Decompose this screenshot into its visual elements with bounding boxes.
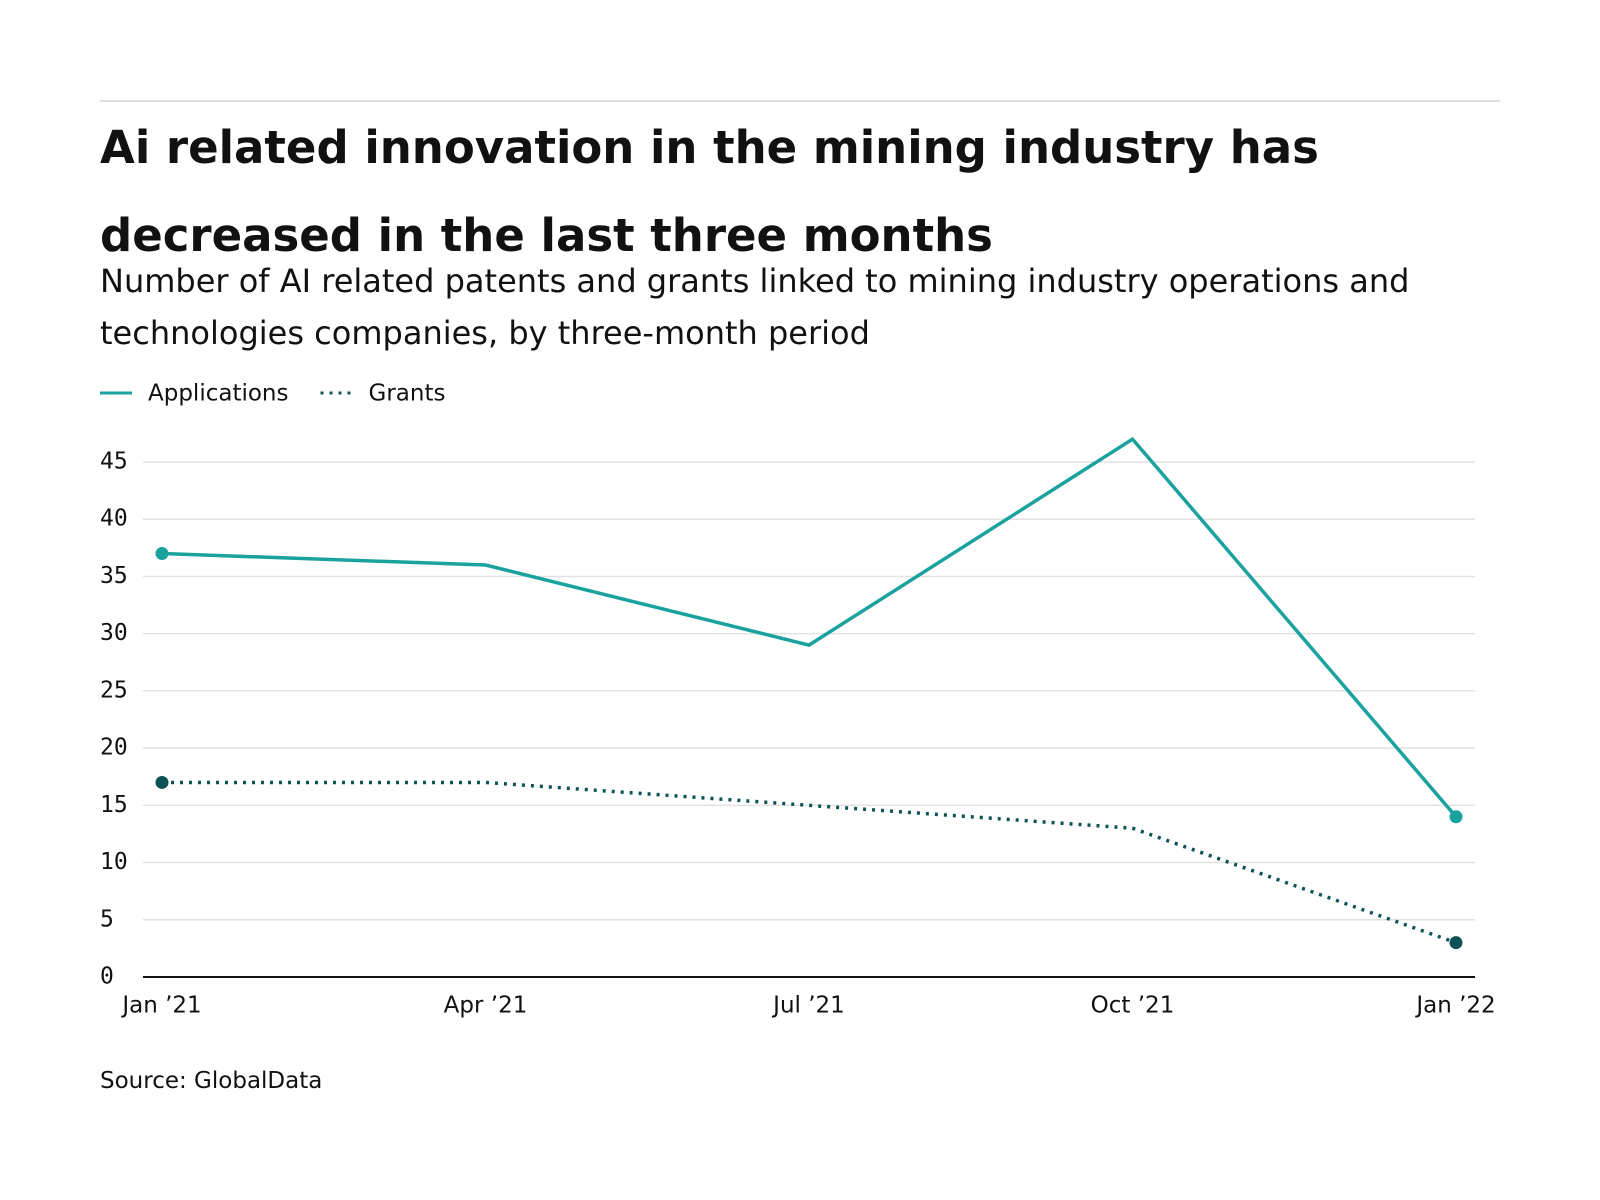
y-tick-label: 45 [100, 449, 128, 475]
end-marker [156, 776, 169, 789]
legend-label: Applications [148, 381, 289, 407]
y-tick-label: 20 [100, 735, 128, 761]
legend-label: Grants [369, 381, 446, 407]
y-tick-label: 40 [100, 506, 128, 532]
y-tick-label: 30 [100, 620, 128, 646]
y-tick-label: 25 [100, 677, 128, 703]
x-tick-label: Jan ’21 [120, 993, 201, 1019]
end-marker [156, 547, 169, 560]
y-tick-label: 0 [100, 964, 114, 990]
source-note: Source: GlobalData [100, 1068, 322, 1094]
y-tick-label: 10 [100, 849, 128, 875]
x-tick-label: Jan ’22 [1414, 993, 1495, 1019]
end-marker [1450, 936, 1463, 949]
y-tick-label: 15 [100, 792, 128, 818]
y-tick-label: 35 [100, 563, 128, 589]
x-tick-label: Apr ’21 [444, 993, 528, 1019]
end-marker [1450, 810, 1463, 823]
y-tick-label: 5 [100, 906, 114, 932]
series-line [162, 439, 1456, 817]
x-tick-label: Oct ’21 [1091, 993, 1175, 1019]
x-tick-label: Jul ’21 [771, 993, 845, 1019]
